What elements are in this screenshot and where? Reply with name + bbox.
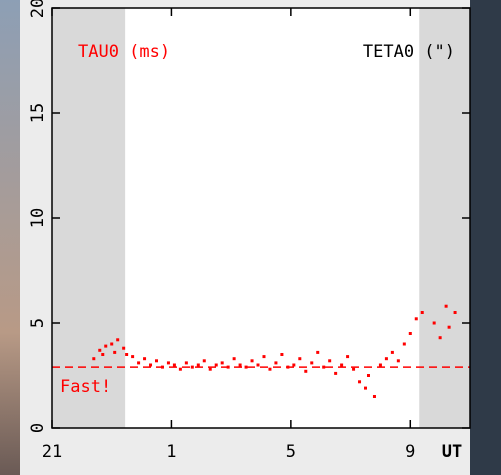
data-point <box>232 357 236 361</box>
data-point <box>166 361 170 365</box>
data-point <box>366 374 370 377</box>
data-point <box>101 353 105 356</box>
data-point <box>190 365 194 369</box>
data-point <box>110 342 114 346</box>
data-point <box>396 359 400 363</box>
data-point <box>432 321 436 325</box>
data-point <box>202 359 206 363</box>
data-point <box>408 332 412 335</box>
data-point <box>378 363 382 367</box>
right-strip <box>470 0 501 475</box>
data-point <box>178 367 182 371</box>
y-tick-label: 15 <box>28 103 48 123</box>
data-point <box>420 311 424 314</box>
data-point <box>244 365 248 369</box>
plot-layer <box>52 8 470 428</box>
x-tick-label: 21 <box>42 442 62 462</box>
data-point <box>256 363 260 367</box>
data-point <box>137 361 141 365</box>
data-point <box>98 348 102 352</box>
data-point <box>125 353 129 356</box>
data-point <box>372 395 376 398</box>
data-point <box>390 350 394 354</box>
data-point <box>226 365 230 369</box>
y-tick-label: 10 <box>28 208 48 228</box>
data-point <box>122 346 126 350</box>
data-point <box>328 359 332 363</box>
data-point <box>208 367 212 371</box>
data-point <box>316 350 320 354</box>
data-point <box>172 363 176 367</box>
x-tick-label: 1 <box>166 442 176 462</box>
y-tick-label: 20 <box>28 0 48 18</box>
data-point <box>346 355 350 359</box>
data-point <box>304 369 308 373</box>
data-point <box>184 361 188 365</box>
data-point <box>149 363 153 367</box>
threshold-label: Fast! <box>60 377 111 397</box>
data-point <box>104 344 108 348</box>
data-point <box>453 311 457 314</box>
data-point <box>196 363 200 367</box>
background-photo <box>0 0 20 475</box>
data-point <box>447 325 451 329</box>
data-point <box>414 317 418 321</box>
x-tick-label: 9 <box>405 442 415 462</box>
data-point <box>286 365 290 369</box>
data-point <box>116 338 120 342</box>
data-point <box>322 365 326 369</box>
shaded-region <box>419 8 470 428</box>
data-point <box>402 342 406 346</box>
data-point <box>143 357 147 361</box>
data-point <box>292 363 296 367</box>
data-point <box>160 365 164 369</box>
data-point <box>92 357 96 361</box>
y-tick-label: 0 <box>28 423 48 433</box>
data-point <box>444 304 448 308</box>
data-point <box>220 361 224 365</box>
data-point <box>238 363 242 367</box>
data-point <box>334 371 338 375</box>
data-point <box>364 386 367 390</box>
x-tick-label: 5 <box>286 442 296 462</box>
data-point <box>340 363 344 367</box>
y-tick-label: 5 <box>28 318 48 328</box>
data-point <box>384 357 388 361</box>
data-point <box>268 367 272 371</box>
x-axis-label: UT <box>442 442 462 462</box>
data-point <box>352 367 356 371</box>
data-point <box>298 357 302 361</box>
data-point <box>113 350 117 354</box>
data-point <box>131 355 135 359</box>
shaded-region <box>52 8 126 428</box>
data-point <box>358 380 362 384</box>
data-point <box>438 336 442 340</box>
data-point <box>262 355 266 359</box>
data-point <box>280 353 284 356</box>
data-point <box>310 361 314 365</box>
data-point <box>250 359 254 363</box>
data-point <box>214 363 218 367</box>
series-label: TAU0 (ms) <box>78 42 170 62</box>
second-label: TETA0 (") <box>363 42 455 62</box>
data-point <box>155 359 158 363</box>
data-point <box>274 361 278 365</box>
